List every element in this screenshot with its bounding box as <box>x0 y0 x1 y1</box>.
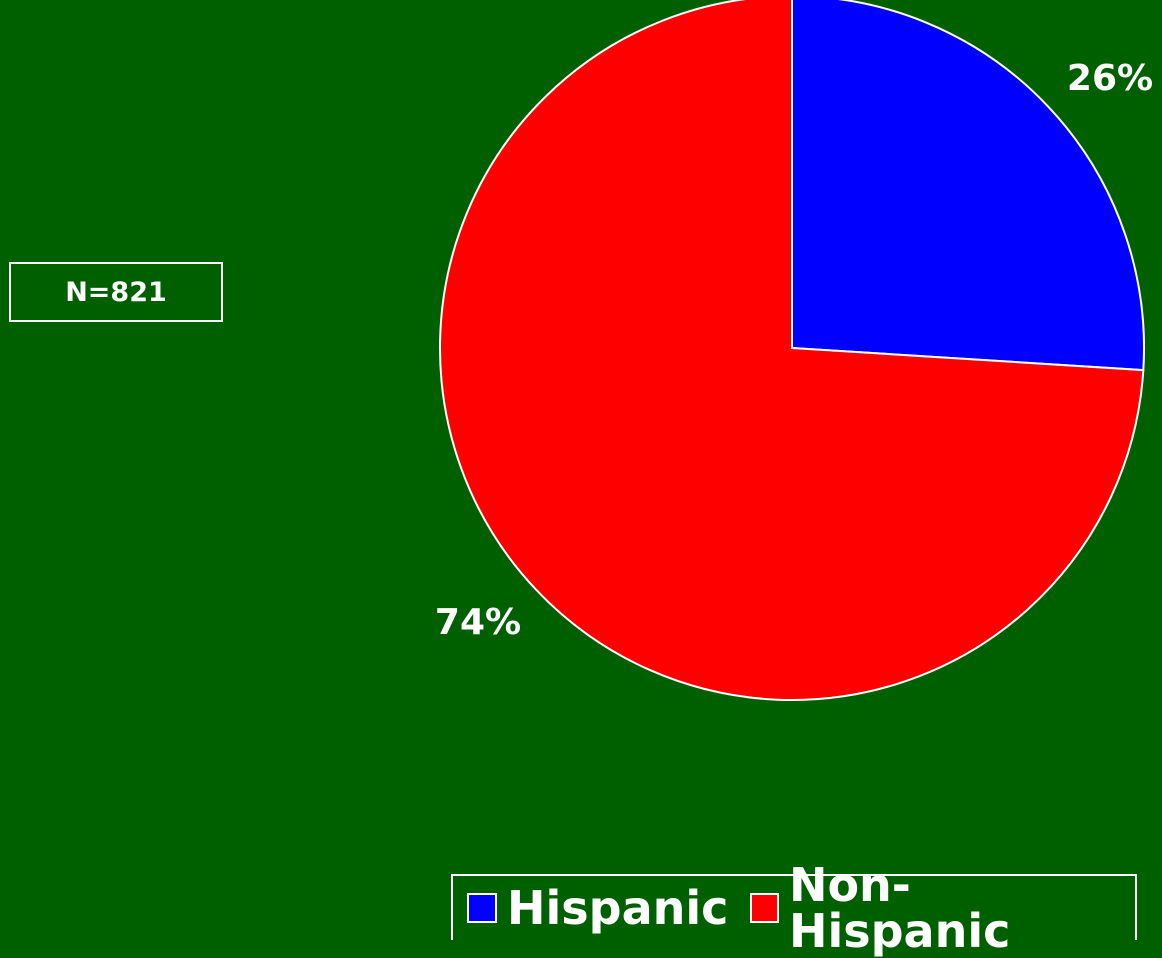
legend-label-non-hispanic: Non-Hispanic <box>788 858 1011 958</box>
slice-label-hispanic: 26% <box>1067 58 1153 99</box>
legend-label-hispanic: Hispanic <box>507 881 729 935</box>
legend: Hispanic Non-Hispanic <box>451 862 1137 954</box>
legend-swatch-hispanic <box>467 893 497 923</box>
sample-size-label: N=821 <box>65 276 167 308</box>
slice-label-non-hispanic: 74% <box>435 602 521 643</box>
sample-size-box: N=821 <box>9 262 223 322</box>
legend-item-hispanic: Hispanic <box>467 885 728 931</box>
legend-item-non-hispanic: Non-Hispanic <box>750 862 1113 954</box>
pie-slice-hispanic <box>791 0 1145 372</box>
legend-swatch-non-hispanic <box>750 893 779 923</box>
pie-slice-non-hispanic <box>439 0 1145 701</box>
